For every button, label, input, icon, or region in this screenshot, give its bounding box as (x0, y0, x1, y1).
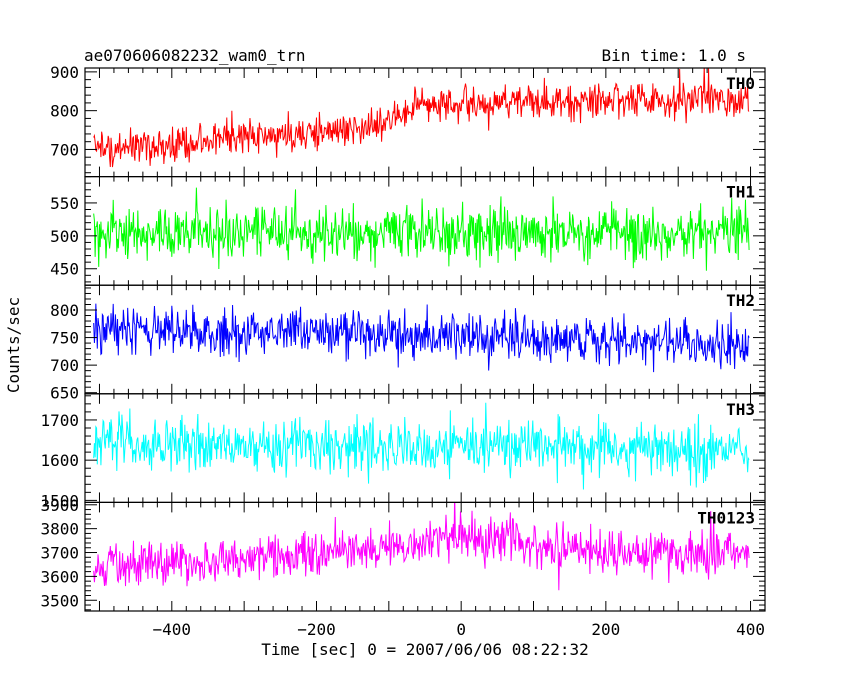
y-tick-label: 650 (50, 384, 79, 403)
series-line-th2 (93, 303, 750, 373)
panel-th3: 1500 1600 1700 TH3 (40, 393, 766, 510)
panel-frame (84, 67, 766, 178)
y-tick-label: 800 (50, 301, 79, 320)
y-tick-label: 550 (50, 194, 79, 213)
panel-th2: 650 700 750 800 TH2 (50, 284, 766, 403)
y-tick-label: 1700 (40, 411, 79, 430)
series-line-th0123 (93, 502, 750, 591)
chart-subtitle: Bin time: 1.0 s (602, 46, 747, 65)
chart-title: ae070606082232_wam0_trn (84, 46, 306, 65)
series-line-th0 (93, 68, 750, 168)
x-tick-label: 200 (591, 620, 620, 639)
y-axis-label: Counts/sec (4, 297, 23, 393)
y-tick-label: 500 (50, 227, 79, 246)
y-tick-label: 750 (50, 329, 79, 348)
x-axis-label: Time [sec] 0 = 2007/06/06 08:22:32 (261, 640, 589, 659)
y-tick-label: 1500 (40, 491, 79, 510)
panel-label-th3: TH3 (726, 400, 755, 419)
x-tick-label: 0 (456, 620, 466, 639)
y-tick-label: 3500 (40, 591, 79, 610)
y-tick-label: 3600 (40, 567, 79, 586)
y-tick-label: 3700 (40, 544, 79, 563)
panel-th0123: 3500 3600 3700 3800 3900 TH0123 (40, 496, 766, 612)
x-tick-label: −200 (297, 620, 336, 639)
y-tick-label: 900 (50, 63, 79, 82)
panel-label-th0123: TH0123 (697, 508, 755, 527)
panel-th1: 450 500 550 TH1 (50, 176, 766, 286)
y-tick-label: 700 (50, 140, 79, 159)
panel-label-th2: TH2 (726, 291, 755, 310)
y-tick-label: 700 (50, 356, 79, 375)
panel-label-th0: TH0 (726, 74, 755, 93)
x-tick-label: −400 (153, 620, 192, 639)
panel-frame (84, 501, 766, 612)
y-tick-label: 450 (50, 260, 79, 279)
panel-group: 700 800 900 TH0 450 500 550 TH1 650 700 750 800 TH2 1… (40, 63, 766, 639)
series-line-th1 (93, 187, 750, 271)
series-line-th3 (93, 402, 750, 490)
y-tick-label: 3900 (40, 496, 79, 515)
x-tick-label: 400 (736, 620, 765, 639)
y-tick-label: 1600 (40, 451, 79, 470)
panel-th0: 700 800 900 TH0 (50, 63, 766, 178)
y-tick-label: 3800 (40, 520, 79, 539)
panel-label-th1: TH1 (726, 183, 755, 202)
y-tick-label: 800 (50, 102, 79, 121)
